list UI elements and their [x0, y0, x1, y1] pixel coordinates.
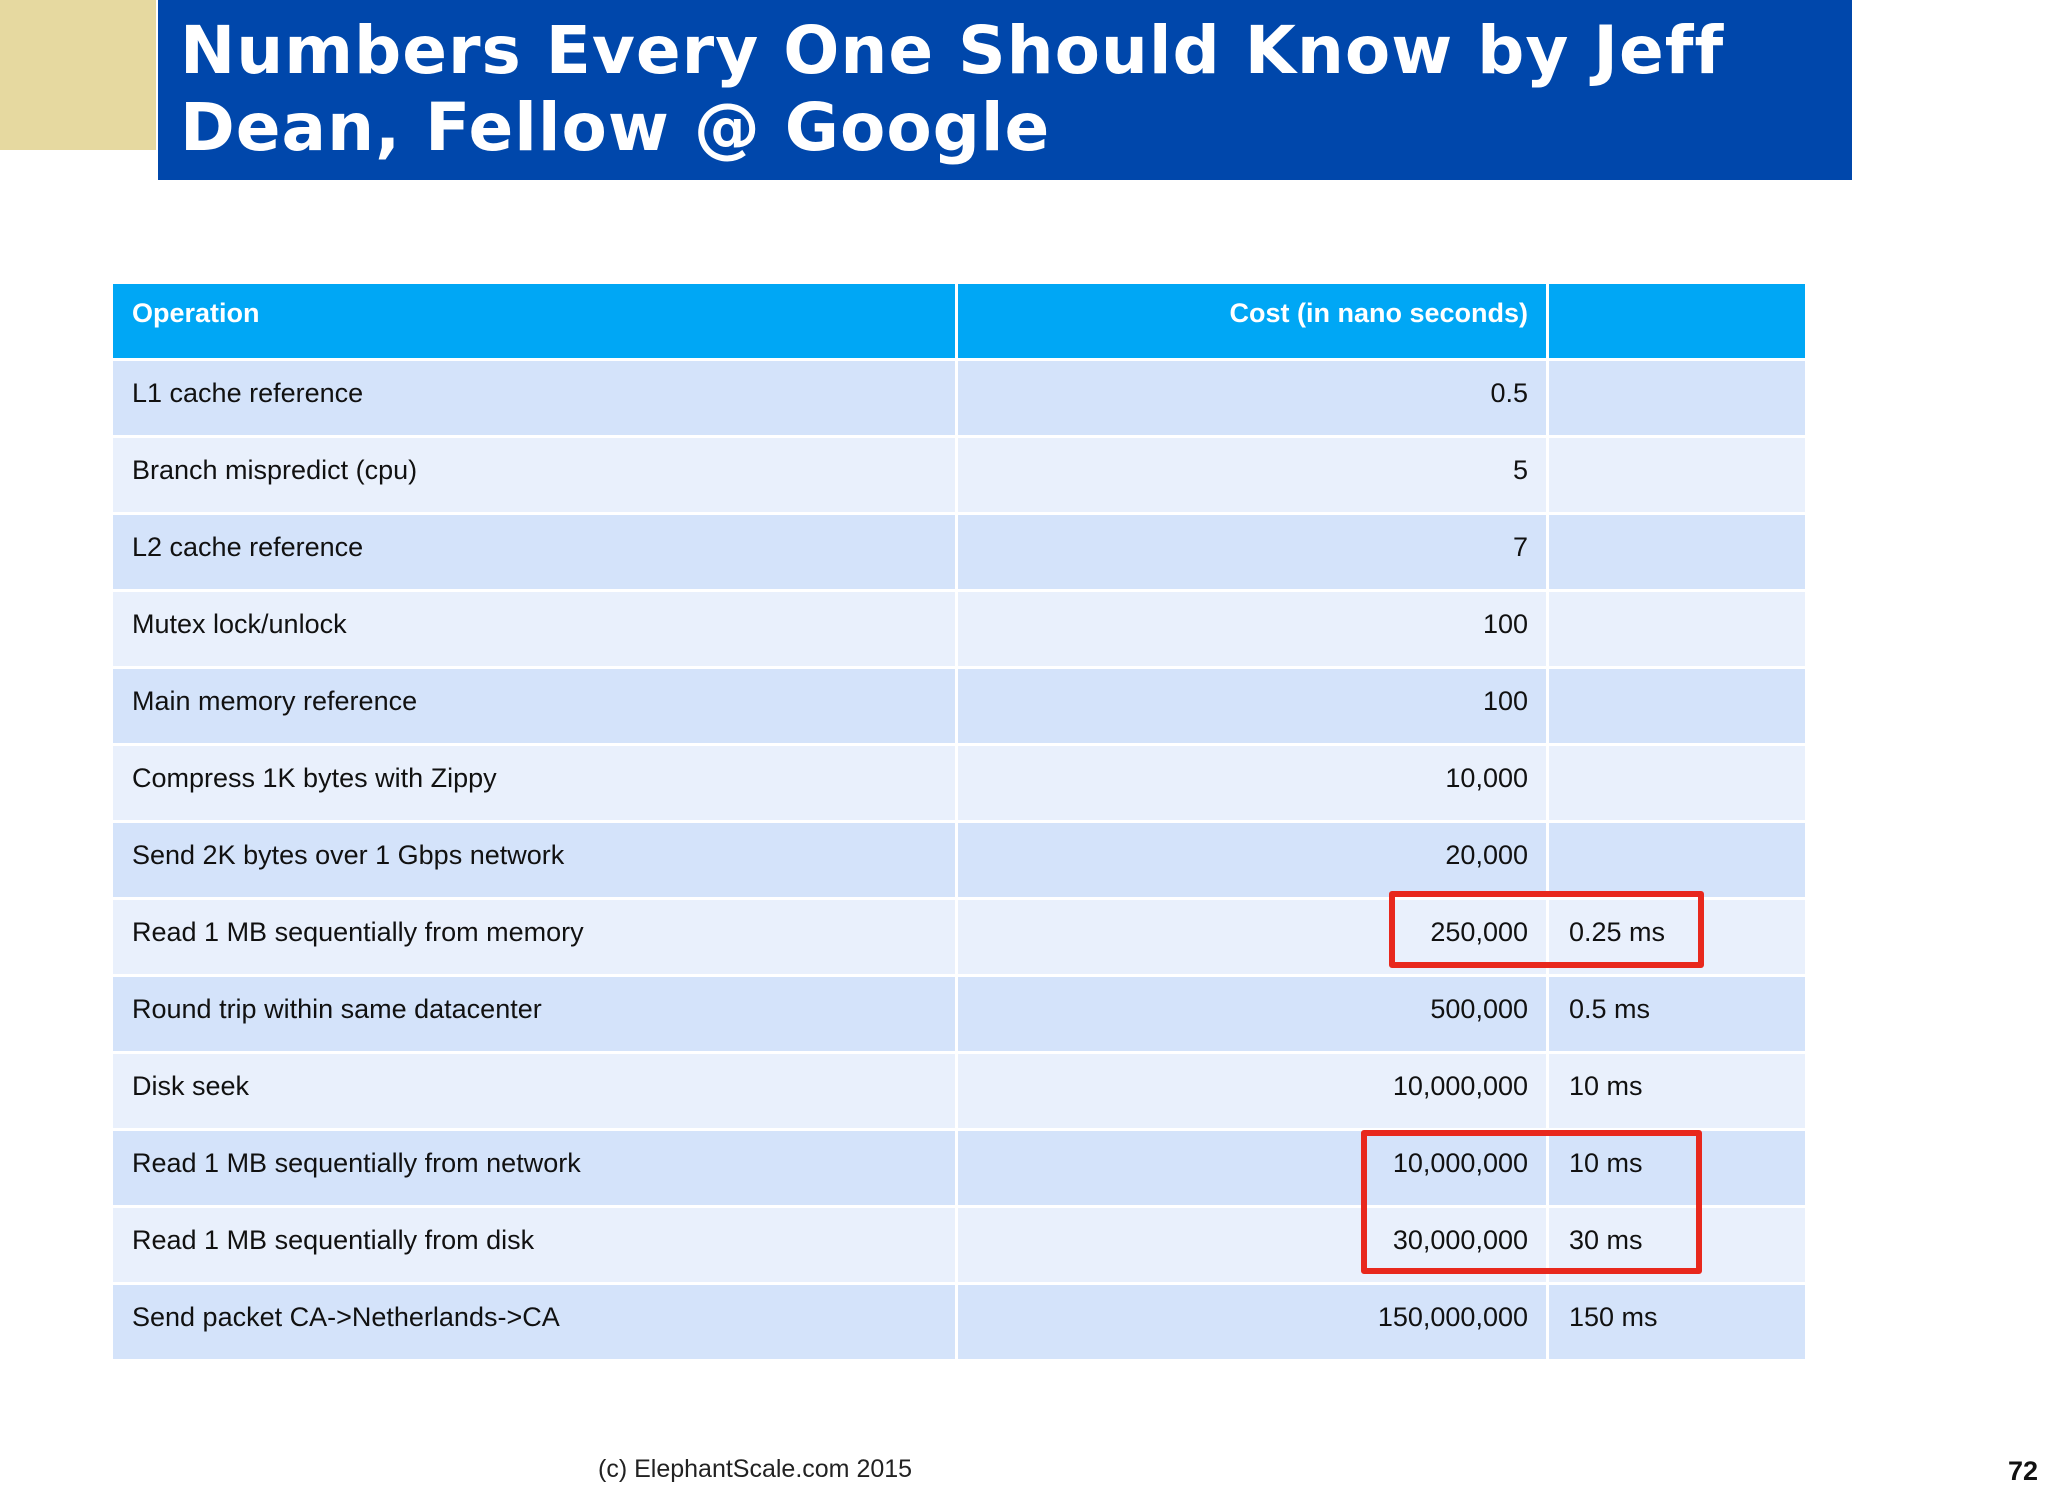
operation-cell: L2 cache reference	[113, 515, 955, 589]
table-row: Round trip within same datacenter 500,00…	[113, 977, 1805, 1051]
table-row: Send 2K bytes over 1 Gbps network 20,000	[113, 823, 1805, 897]
ms-cell	[1549, 823, 1805, 897]
table-row: Read 1 MB sequentially from disk 30,000,…	[113, 1208, 1805, 1282]
table-row: Read 1 MB sequentially from network 10,0…	[113, 1131, 1805, 1205]
ms-cell	[1549, 361, 1805, 435]
ms-cell	[1549, 592, 1805, 666]
ms-cell	[1549, 746, 1805, 820]
header-cost: Cost (in nano seconds)	[958, 284, 1546, 358]
operation-cell: Send 2K bytes over 1 Gbps network	[113, 823, 955, 897]
table-row: Disk seek 10,000,000 10 ms	[113, 1054, 1805, 1128]
operation-cell: Mutex lock/unlock	[113, 592, 955, 666]
decorative-accent-block	[0, 0, 156, 150]
cost-cell: 100	[958, 669, 1546, 743]
cost-cell: 10,000,000	[958, 1054, 1546, 1128]
ms-cell	[1549, 438, 1805, 512]
cost-cell: 250,000	[958, 900, 1546, 974]
ms-cell	[1549, 669, 1805, 743]
operation-cell: Read 1 MB sequentially from network	[113, 1131, 955, 1205]
cost-cell: 150,000,000	[958, 1285, 1546, 1359]
cost-cell: 7	[958, 515, 1546, 589]
page-number: 72	[2007, 1456, 2038, 1486]
operation-cell: Round trip within same datacenter	[113, 977, 955, 1051]
header-ms	[1549, 284, 1805, 358]
operation-cell: Send packet CA->Netherlands->CA	[113, 1285, 955, 1359]
operation-cell: Read 1 MB sequentially from memory	[113, 900, 955, 974]
table-row: L1 cache reference 0.5	[113, 361, 1805, 435]
header-operation: Operation	[113, 284, 955, 358]
table-row: Send packet CA->Netherlands->CA 150,000,…	[113, 1285, 1805, 1359]
cost-cell: 500,000	[958, 977, 1546, 1051]
ms-cell: 150 ms	[1549, 1285, 1805, 1359]
latency-table: Operation Cost (in nano seconds) L1 cach…	[110, 281, 1808, 1362]
table-row: Read 1 MB sequentially from memory 250,0…	[113, 900, 1805, 974]
ms-cell: 30 ms	[1549, 1208, 1805, 1282]
cost-cell: 5	[958, 438, 1546, 512]
ms-cell	[1549, 515, 1805, 589]
operation-cell: Branch mispredict (cpu)	[113, 438, 955, 512]
operation-cell: Read 1 MB sequentially from disk	[113, 1208, 955, 1282]
title-bar: Numbers Every One Should Know by Jeff De…	[158, 0, 1852, 180]
cost-cell: 10,000	[958, 746, 1546, 820]
ms-cell: 0.5 ms	[1549, 977, 1805, 1051]
ms-cell: 0.25 ms	[1549, 900, 1805, 974]
table-row: L2 cache reference 7	[113, 515, 1805, 589]
cost-cell: 0.5	[958, 361, 1546, 435]
operation-cell: L1 cache reference	[113, 361, 955, 435]
ms-cell: 10 ms	[1549, 1054, 1805, 1128]
ms-cell: 10 ms	[1549, 1131, 1805, 1205]
operation-cell: Main memory reference	[113, 669, 955, 743]
operation-cell: Compress 1K bytes with Zippy	[113, 746, 955, 820]
table-row: Compress 1K bytes with Zippy 10,000	[113, 746, 1805, 820]
table-row: Mutex lock/unlock 100	[113, 592, 1805, 666]
footer-copyright: (c) ElephantScale.com 2015	[598, 1455, 913, 1483]
operation-cell: Disk seek	[113, 1054, 955, 1128]
table-header-row: Operation Cost (in nano seconds)	[113, 284, 1805, 358]
cost-cell: 10,000,000	[958, 1131, 1546, 1205]
table-row: Main memory reference 100	[113, 669, 1805, 743]
cost-cell: 20,000	[958, 823, 1546, 897]
cost-cell: 30,000,000	[958, 1208, 1546, 1282]
table-row: Branch mispredict (cpu) 5	[113, 438, 1805, 512]
slide-title: Numbers Every One Should Know by Jeff De…	[180, 12, 1725, 166]
cost-cell: 100	[958, 592, 1546, 666]
